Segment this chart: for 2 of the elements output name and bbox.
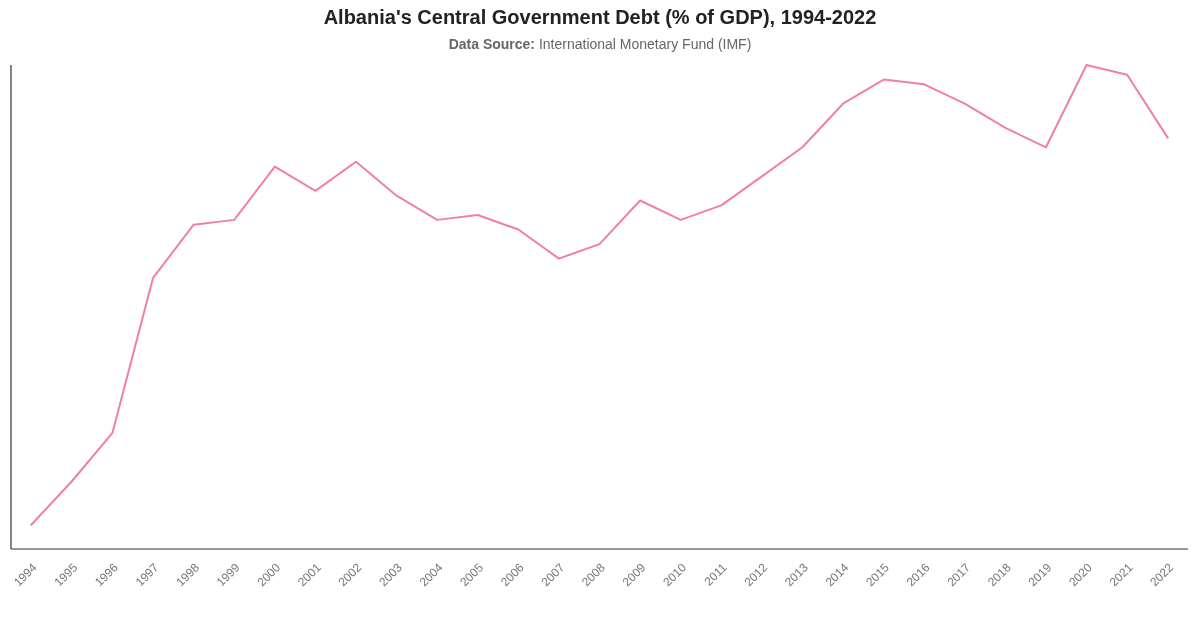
chart-title: Albania's Central Government Debt (% of GDP), 1994-2022 <box>323 6 877 28</box>
chart-subtitle: Data Source: International Monetary Fund (IMF) <box>448 36 752 52</box>
